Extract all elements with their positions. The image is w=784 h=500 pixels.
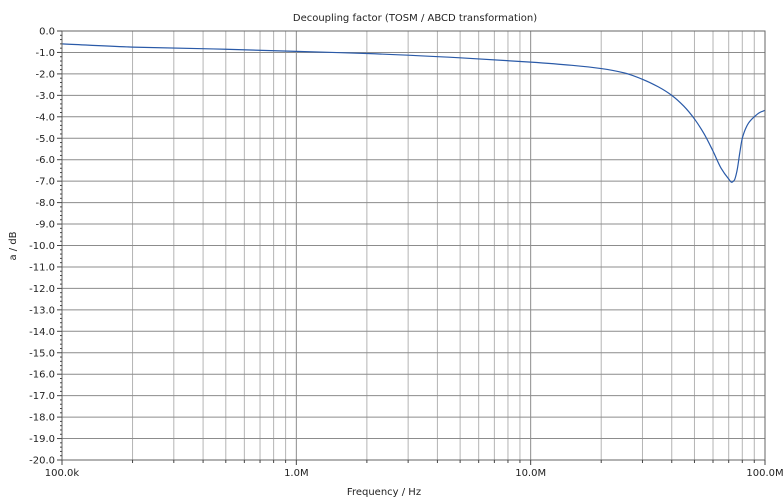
x-tick-label: 100.0k: [45, 468, 80, 479]
y-tick-label: -1.0: [35, 48, 55, 59]
y-tick-label: -7.0: [35, 177, 55, 188]
y-tick-label: -10.0: [29, 241, 55, 252]
series-line-0: [61, 43, 766, 183]
y-tick-label: -4.0: [35, 112, 55, 123]
y-tick-label: -6.0: [35, 155, 55, 166]
x-tick-label: 10.0M: [515, 468, 546, 479]
y-tick-label: -19.0: [29, 434, 55, 445]
x-axis-label: Frequency / Hz: [347, 487, 421, 498]
chart-title: Decoupling factor (TOSM / ABCD transform…: [293, 13, 537, 24]
x-tick-label: 1.0M: [284, 468, 309, 479]
y-tick-label: -8.0: [35, 198, 55, 209]
y-tick-label: -13.0: [29, 305, 55, 316]
y-tick-label: 0.0: [39, 27, 55, 38]
x-axis-ticks: 100.0k 1.0M 10.0M 100.0M: [45, 460, 784, 479]
series-layer: [61, 43, 766, 183]
y-tick-label: -15.0: [29, 348, 55, 359]
y-tick-label: -3.0: [35, 91, 55, 102]
y-tick-label: -17.0: [29, 391, 55, 402]
y-tick-label: -9.0: [35, 220, 55, 231]
y-tick-label: -20.0: [29, 456, 55, 467]
y-tick-label: -5.0: [35, 134, 55, 145]
y-tick-label: -11.0: [29, 262, 55, 273]
grid: [62, 31, 765, 460]
y-tick-label: -12.0: [29, 284, 55, 295]
x-tick-label: 100.0M: [746, 468, 783, 479]
y-tick-label: -2.0: [35, 69, 55, 80]
y-tick-label: -18.0: [29, 413, 55, 424]
y-axis-ticks: 0.0 -1.0 -2.0 -3.0 -4.0 -5.0 -6.0 -7.0 -8.0 -9.0 -…: [29, 27, 62, 467]
y-tick-label: -16.0: [29, 370, 55, 381]
y-axis-label: a / dB: [8, 231, 19, 260]
y-tick-label: -14.0: [29, 327, 55, 338]
